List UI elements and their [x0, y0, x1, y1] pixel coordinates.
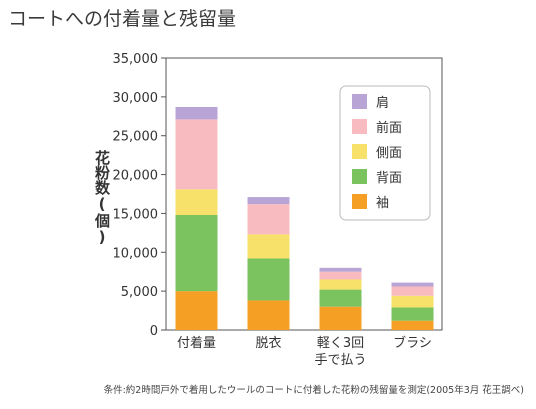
x-category-label: 付着量 [177, 335, 216, 351]
bar-segment [391, 282, 434, 287]
y-tick-label: 10,000 [113, 246, 159, 261]
bar-segment [391, 307, 434, 321]
x-category-label: 脱衣 [255, 335, 281, 351]
legend-swatch [352, 194, 367, 209]
legend-label: 肩 [376, 95, 389, 111]
bar-segment [247, 300, 290, 330]
bar-segment [175, 291, 218, 330]
x-category-label: 軽く3回 [317, 336, 364, 351]
bar-segment [247, 234, 290, 259]
legend-swatch [352, 169, 367, 184]
bar-segment [175, 106, 218, 120]
bar-segment [391, 295, 434, 308]
bar-segment [319, 289, 362, 307]
x-category-label: ブラシ [393, 335, 432, 351]
y-tick-label: 30,000 [113, 91, 159, 106]
bar-segment [175, 214, 218, 292]
bar-segment [391, 320, 434, 330]
legend-swatch [352, 144, 367, 159]
bar-segment [175, 119, 218, 190]
y-tick-label: 35,000 [113, 52, 159, 67]
y-tick-label: 25,000 [113, 130, 159, 145]
legend-label: 袖 [376, 196, 389, 211]
y-tick-label: 20,000 [113, 169, 159, 184]
bar-segment [319, 306, 362, 330]
y-axis-ticks: 35,000 30,000 25,000 20,000 15,000 10,000 5,00… [113, 52, 166, 339]
bar-segment [319, 271, 362, 280]
y-tick-label: 5,000 [121, 285, 158, 300]
y-tick-label: 15,000 [113, 207, 159, 222]
legend-label: 側面 [376, 146, 402, 161]
y-tick-label: 0 [150, 324, 158, 339]
legend-label: 背面 [376, 171, 402, 186]
legend-swatch [352, 119, 367, 134]
bar-segment [319, 267, 362, 272]
bars [175, 106, 434, 330]
bar-segment [247, 258, 290, 301]
bar-segment [319, 279, 362, 290]
bar-segment [247, 204, 290, 235]
x-category-label: 手で払う [314, 353, 366, 368]
legend-swatch [352, 94, 367, 109]
y-axis-label: 花粉数(個) [93, 150, 111, 246]
legend-label: 前面 [376, 120, 402, 136]
bar-segment [391, 286, 434, 296]
chart-title: コートへの付着量と残留量 [8, 8, 237, 30]
footnote: 条件:約2時間戸外で着用したウールのコートに付着した花粉の残留量を測定(2005… [103, 385, 524, 396]
bar-segment [247, 197, 290, 205]
bar-segment [175, 189, 218, 215]
plot-frame [165, 57, 443, 331]
